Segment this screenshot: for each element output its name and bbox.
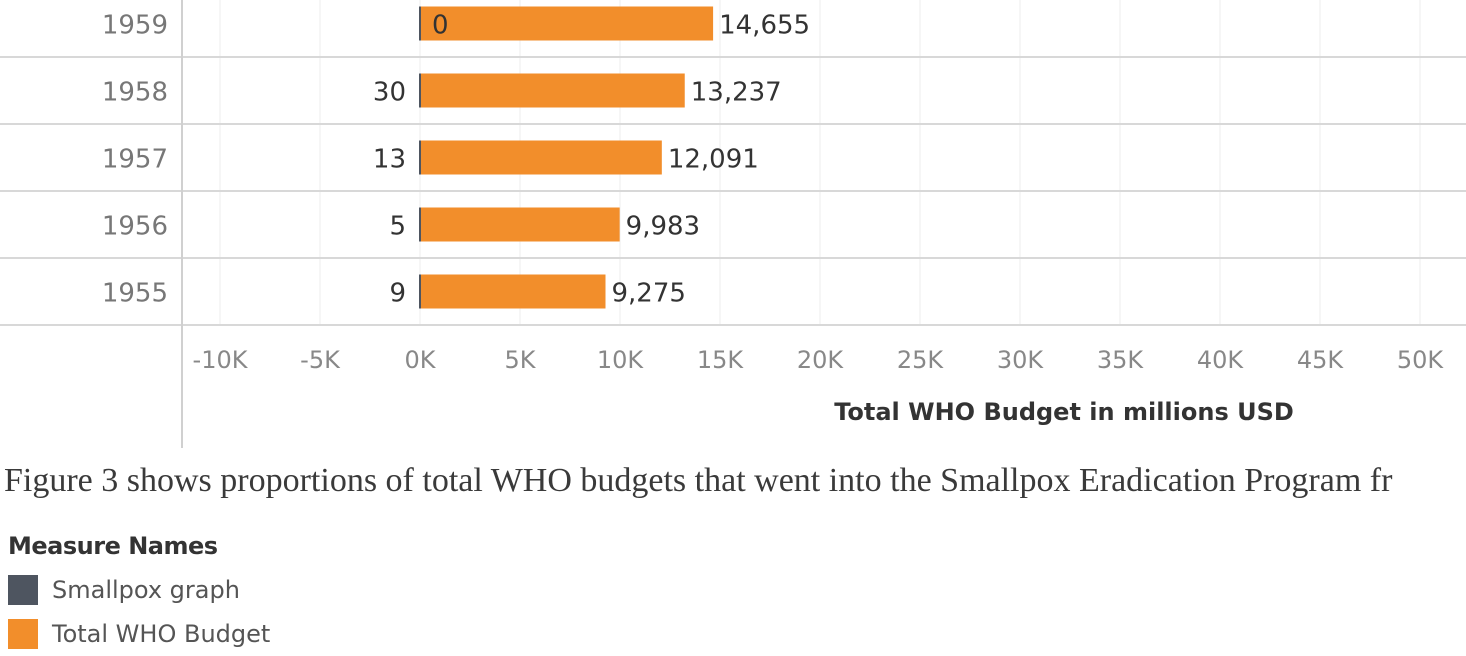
x-tick-label: 40K (1197, 346, 1245, 374)
bar-total-who-budget[interactable] (420, 274, 606, 309)
data-label-total-who-budget: 13,237 (691, 78, 782, 108)
y-tick-label: 1959 (102, 11, 168, 41)
x-tick-label: 45K (1297, 346, 1345, 374)
bar-total-who-budget[interactable] (420, 73, 685, 108)
data-label-total-who-budget: 9,275 (612, 279, 686, 309)
data-label-smallpox: 0 (432, 11, 449, 41)
x-tick-label: -5K (300, 346, 341, 374)
legend-swatch-smallpox (8, 575, 38, 605)
bar-smallpox[interactable] (419, 274, 421, 309)
x-tick-label: 15K (697, 346, 745, 374)
x-tick-label: 30K (997, 346, 1045, 374)
x-tick-label: 5K (504, 346, 536, 374)
data-label-smallpox: 30 (373, 78, 406, 108)
budget-bar-chart: 1959 0 14,655 1958 30 13,237 1957 13 12,091 1956 5… (0, 0, 1466, 448)
data-label-smallpox: 9 (389, 279, 406, 309)
legend-label-smallpox: Smallpox graph (52, 576, 240, 604)
x-axis-title: Total WHO Budget in millions USD (834, 398, 1294, 426)
legend-item-total-who-budget[interactable]: Total WHO Budget (8, 612, 270, 656)
y-tick-label: 1955 (102, 279, 168, 309)
data-label-total-who-budget: 14,655 (719, 11, 810, 41)
x-tick-label: 35K (1097, 346, 1145, 374)
bar-smallpox[interactable] (419, 6, 421, 41)
legend: Measure Names Smallpox graph Total WHO B… (8, 532, 270, 656)
y-tick-label: 1958 (102, 78, 168, 108)
y-tick-label: 1956 (102, 212, 168, 242)
bar-smallpox[interactable] (419, 73, 421, 108)
x-tick-label: 10K (597, 346, 645, 374)
x-tick-label: 20K (797, 346, 845, 374)
x-tick-label: 50K (1397, 346, 1445, 374)
legend-item-smallpox[interactable]: Smallpox graph (8, 568, 270, 612)
legend-swatch-total-who-budget (8, 619, 38, 649)
data-label-total-who-budget: 12,091 (668, 145, 759, 175)
bar-smallpox[interactable] (419, 207, 421, 242)
bar-total-who-budget[interactable] (420, 140, 662, 175)
x-tick-label: -10K (193, 346, 249, 374)
bar-total-who-budget[interactable] (420, 207, 620, 242)
data-label-total-who-budget: 9,983 (626, 212, 700, 242)
bar-smallpox[interactable] (419, 140, 421, 175)
x-tick-label: 0K (404, 346, 436, 374)
data-label-smallpox: 13 (373, 145, 406, 175)
x-tick-label: 25K (897, 346, 945, 374)
legend-label-total-who-budget: Total WHO Budget (52, 620, 271, 648)
data-label-smallpox: 5 (389, 212, 406, 242)
bar-total-who-budget[interactable] (420, 6, 714, 41)
y-tick-label: 1957 (102, 145, 168, 175)
figure-caption: Figure 3 shows proportions of total WHO … (4, 462, 1393, 499)
legend-title: Measure Names (8, 532, 218, 560)
